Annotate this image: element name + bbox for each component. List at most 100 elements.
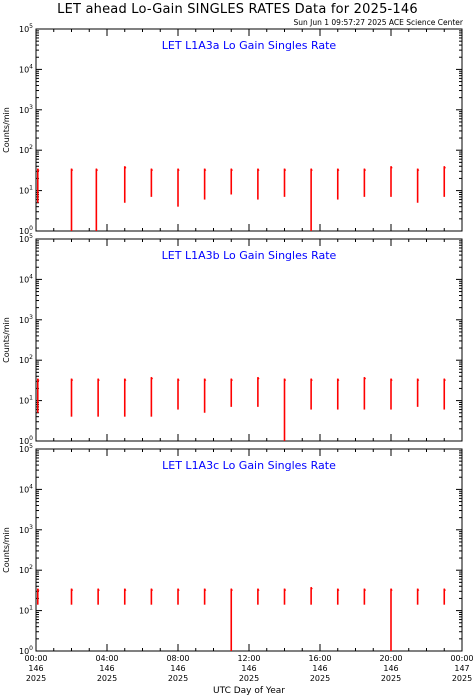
burst-cap [37, 378, 40, 381]
x-axis-label: UTC Day of Year [213, 686, 285, 696]
burst-cap [443, 166, 446, 169]
x-tick-label: 00:00 [450, 654, 473, 663]
burst-cap [337, 168, 340, 171]
burst-cap [204, 588, 207, 591]
x-tick-label: 20:00 [379, 654, 402, 663]
burst-cap [95, 168, 98, 171]
x-tick-label: 2025 [310, 674, 330, 683]
x-tick-label: 16:00 [308, 654, 331, 663]
y-axis-label: Counts/min [2, 527, 11, 573]
y-tick-label: 105 [19, 233, 33, 244]
generation-timestamp: Sun Jun 1 09:57:27 2025 ACE Science Cent… [293, 18, 463, 27]
burst-cap [284, 378, 287, 381]
x-tick-label: 08:00 [166, 654, 189, 663]
y-axis-label: Counts/min [2, 107, 11, 153]
x-tick-label: 12:00 [237, 654, 260, 663]
x-tick-label: 146 [99, 664, 114, 673]
y-tick-label: 103 [19, 104, 33, 115]
y-tick-label: 101 [19, 395, 33, 406]
burst-cap [417, 588, 420, 591]
y-tick-label: 102 [19, 564, 33, 575]
x-tick-label: 146 [241, 664, 256, 673]
y-tick-label: 101 [19, 185, 33, 196]
burst-cap [417, 168, 420, 171]
x-tick-label: 04:00 [95, 654, 118, 663]
burst-cap [37, 588, 40, 591]
x-tick-label: 2025 [26, 674, 46, 683]
y-tick-label: 105 [19, 23, 33, 34]
figure-title: LET ahead Lo-Gain SINGLES RATES Data for… [57, 2, 418, 17]
burst-cap [337, 378, 340, 381]
burst-cap [257, 376, 260, 380]
y-tick-label: 101 [19, 605, 33, 616]
x-tick-label: 146 [312, 664, 327, 673]
burst-cap [443, 588, 446, 591]
burst-cap [390, 166, 393, 169]
burst-cap [230, 588, 233, 591]
burst-cap [204, 168, 207, 171]
burst-cap [390, 378, 393, 381]
panel-2-title: LET L1A3b Lo Gain Singles Rate [162, 249, 337, 262]
x-tick-label: 147 [454, 664, 469, 673]
burst-cap [284, 168, 287, 171]
burst-cap [71, 588, 74, 591]
panel-1-title: LET L1A3a Lo Gain Singles Rate [162, 39, 337, 52]
burst-cap [257, 588, 260, 591]
panel-1-frame [35, 28, 463, 232]
y-tick-label: 100 [19, 645, 33, 656]
x-tick-label: 2025 [381, 674, 401, 683]
burst-cap [230, 168, 233, 171]
burst-cap [177, 168, 180, 171]
burst-cap [150, 376, 154, 380]
y-tick-label: 104 [19, 273, 33, 284]
burst-cap [150, 588, 154, 591]
panel-2-frame [35, 238, 463, 442]
burst-cap [284, 588, 287, 591]
burst-cap [37, 168, 40, 171]
burst-cap [97, 378, 100, 381]
burst-cap [363, 168, 367, 171]
burst-cap [71, 378, 74, 381]
x-tick-label: 146 [28, 664, 43, 673]
burst-cap [124, 378, 127, 381]
burst-cap [204, 378, 207, 381]
x-tick-label: 146 [383, 664, 398, 673]
burst-cap [177, 588, 180, 591]
y-tick-label: 104 [19, 63, 33, 74]
y-tick-label: 104 [19, 483, 33, 494]
y-tick-label: 100 [19, 435, 33, 446]
x-tick-label: 2025 [97, 674, 117, 683]
burst-cap [310, 586, 313, 590]
burst-cap [310, 378, 313, 381]
burst-cap [337, 588, 340, 591]
burst-cap [417, 378, 420, 381]
burst-cap [230, 378, 233, 381]
burst-cap [71, 168, 74, 171]
y-tick-label: 103 [19, 524, 33, 535]
y-tick-label: 100 [19, 225, 33, 236]
y-tick-label: 102 [19, 144, 33, 155]
burst-cap [124, 588, 127, 591]
burst-cap [390, 588, 393, 591]
burst-cap [310, 168, 313, 171]
y-tick-label: 105 [19, 443, 33, 454]
panel-3-title: LET L1A3c Lo Gain Singles Rate [162, 459, 336, 472]
y-axis-label: Counts/min [2, 317, 11, 363]
y-tick-label: 103 [19, 314, 33, 325]
burst-cap [363, 376, 367, 380]
x-tick-label: 146 [170, 664, 185, 673]
burst-cap [257, 168, 260, 171]
burst-cap [97, 588, 100, 591]
panel-3-frame [35, 448, 463, 652]
burst-cap [150, 168, 154, 171]
x-tick-label: 2025 [168, 674, 188, 683]
y-tick-label: 102 [19, 354, 33, 365]
burst-cap [124, 166, 127, 169]
x-tick-label: 2025 [239, 674, 259, 683]
x-tick-label: 00:00 [24, 654, 47, 663]
burst-cap [177, 378, 180, 381]
burst-cap [363, 588, 367, 591]
x-tick-label: 2025 [452, 674, 472, 683]
burst-cap [443, 378, 446, 381]
